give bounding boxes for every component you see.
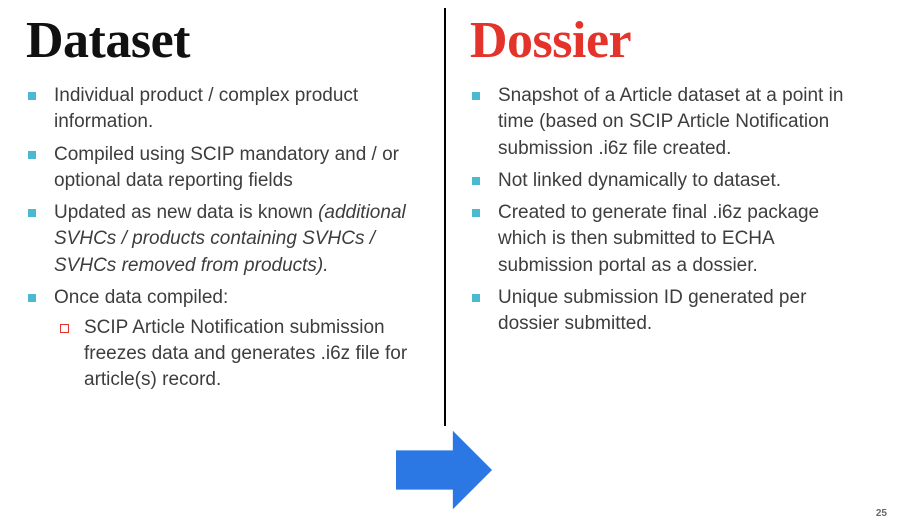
list-item-text: Once data compiled:: [54, 287, 228, 308]
list-item: Not linked dynamically to dataset.: [470, 168, 852, 194]
right-column: Dossier Snapshot of a Article dataset at…: [430, 0, 870, 525]
vertical-divider: [444, 8, 446, 426]
heading-dossier: Dossier: [470, 12, 852, 69]
list-item-text: Snapshot of a Article dataset at a point…: [498, 85, 843, 158]
list-item-text: Individual product / complex product inf…: [54, 85, 358, 132]
arrow-icon: [396, 428, 494, 512]
heading-dataset: Dataset: [26, 12, 412, 69]
list-item-text: Created to generate final .i6z package w…: [498, 202, 819, 275]
list-item-text: Unique submission ID generated per dossi…: [498, 287, 806, 334]
list-item-text: Not linked dynamically to dataset.: [498, 170, 781, 191]
list-item-text: Compiled using SCIP mandatory and / or o…: [54, 144, 399, 191]
list-item: Once data compiled: SCIP Article Notific…: [26, 285, 412, 394]
slide: Dataset Individual product / complex pro…: [0, 0, 897, 525]
list-item: Snapshot of a Article dataset at a point…: [470, 83, 852, 162]
list-item: Updated as new data is known (additional…: [26, 200, 412, 279]
left-sub-list: SCIP Article Notification submission fre…: [54, 315, 412, 394]
left-column: Dataset Individual product / complex pro…: [0, 0, 430, 525]
list-item: Individual product / complex product inf…: [26, 83, 412, 135]
list-item: Compiled using SCIP mandatory and / or o…: [26, 142, 412, 194]
sub-list-item-text: SCIP Article Notification submission fre…: [84, 317, 407, 390]
left-bullet-list: Individual product / complex product inf…: [26, 83, 412, 393]
right-bullet-list: Snapshot of a Article dataset at a point…: [470, 83, 852, 337]
list-item-text: Updated as new data is known: [54, 202, 318, 223]
list-item: Unique submission ID generated per dossi…: [470, 285, 852, 337]
arrow-shape: [396, 431, 492, 509]
sub-list-item: SCIP Article Notification submission fre…: [54, 315, 412, 394]
page-number: 25: [876, 508, 887, 519]
list-item: Created to generate final .i6z package w…: [470, 200, 852, 279]
